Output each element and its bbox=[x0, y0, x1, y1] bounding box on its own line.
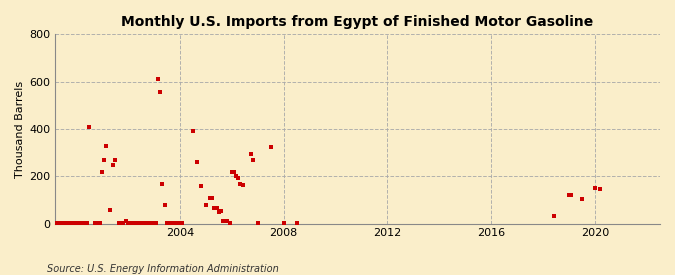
Point bbox=[157, 182, 168, 186]
Point bbox=[59, 221, 70, 226]
Point bbox=[564, 193, 574, 198]
Point bbox=[235, 182, 246, 186]
Point bbox=[148, 221, 159, 226]
Point bbox=[211, 206, 222, 211]
Point bbox=[549, 213, 560, 218]
Point bbox=[68, 221, 79, 226]
Point bbox=[159, 203, 170, 207]
Point bbox=[122, 221, 133, 226]
Point bbox=[220, 219, 231, 224]
Point bbox=[120, 219, 131, 224]
Point bbox=[97, 169, 107, 174]
Point bbox=[594, 187, 605, 192]
Point bbox=[168, 221, 179, 226]
Point bbox=[66, 221, 77, 226]
Point bbox=[146, 221, 157, 226]
Point bbox=[176, 221, 187, 226]
Point bbox=[231, 174, 242, 179]
Point bbox=[215, 209, 226, 213]
Point bbox=[55, 221, 66, 226]
Point bbox=[590, 186, 601, 191]
Point bbox=[224, 221, 235, 226]
Point bbox=[246, 152, 256, 156]
Text: Source: U.S. Energy Information Administration: Source: U.S. Energy Information Administ… bbox=[47, 264, 279, 274]
Point bbox=[99, 158, 109, 162]
Point bbox=[75, 221, 86, 226]
Point bbox=[138, 221, 148, 226]
Point bbox=[92, 221, 103, 226]
Point bbox=[188, 129, 198, 134]
Point bbox=[166, 221, 177, 226]
Point bbox=[196, 184, 207, 188]
Point bbox=[172, 221, 183, 226]
Y-axis label: Thousand Barrels: Thousand Barrels bbox=[15, 81, 25, 178]
Point bbox=[64, 221, 75, 226]
Point bbox=[107, 163, 118, 167]
Point bbox=[213, 210, 224, 214]
Point bbox=[233, 175, 244, 180]
Point bbox=[163, 221, 174, 226]
Point bbox=[127, 221, 138, 226]
Point bbox=[142, 221, 153, 226]
Point bbox=[140, 221, 151, 226]
Point bbox=[205, 196, 215, 200]
Point bbox=[265, 145, 276, 149]
Point bbox=[109, 158, 120, 162]
Point bbox=[62, 221, 73, 226]
Point bbox=[161, 221, 172, 226]
Point bbox=[90, 221, 101, 226]
Point bbox=[278, 221, 289, 225]
Point bbox=[82, 221, 92, 226]
Point bbox=[118, 221, 129, 226]
Point bbox=[79, 221, 90, 226]
Title: Monthly U.S. Imports from Egypt of Finished Motor Gasoline: Monthly U.S. Imports from Egypt of Finis… bbox=[122, 15, 594, 29]
Point bbox=[576, 197, 587, 201]
Point bbox=[116, 221, 127, 226]
Point bbox=[136, 221, 146, 226]
Point bbox=[170, 221, 181, 226]
Point bbox=[73, 221, 84, 226]
Point bbox=[237, 183, 248, 187]
Point bbox=[129, 221, 140, 226]
Point bbox=[151, 221, 161, 226]
Point bbox=[131, 221, 142, 226]
Point bbox=[252, 221, 263, 226]
Point bbox=[114, 221, 125, 226]
Point bbox=[95, 221, 105, 226]
Point bbox=[291, 221, 302, 225]
Point bbox=[155, 90, 165, 95]
Point bbox=[192, 160, 202, 164]
Point bbox=[218, 219, 229, 224]
Point bbox=[248, 158, 259, 162]
Point bbox=[57, 221, 68, 226]
Point bbox=[144, 221, 155, 226]
Point bbox=[124, 221, 135, 226]
Point bbox=[84, 125, 95, 129]
Point bbox=[207, 196, 217, 200]
Point bbox=[228, 169, 239, 174]
Point bbox=[209, 206, 219, 211]
Point bbox=[566, 193, 576, 198]
Point bbox=[70, 221, 81, 226]
Point bbox=[222, 219, 233, 224]
Point bbox=[53, 221, 64, 226]
Point bbox=[200, 203, 211, 207]
Point bbox=[105, 207, 116, 212]
Point bbox=[153, 77, 163, 82]
Point bbox=[77, 221, 88, 226]
Point bbox=[101, 144, 111, 148]
Point bbox=[51, 221, 62, 226]
Point bbox=[134, 221, 144, 226]
Point bbox=[226, 169, 237, 174]
Point bbox=[174, 221, 185, 226]
